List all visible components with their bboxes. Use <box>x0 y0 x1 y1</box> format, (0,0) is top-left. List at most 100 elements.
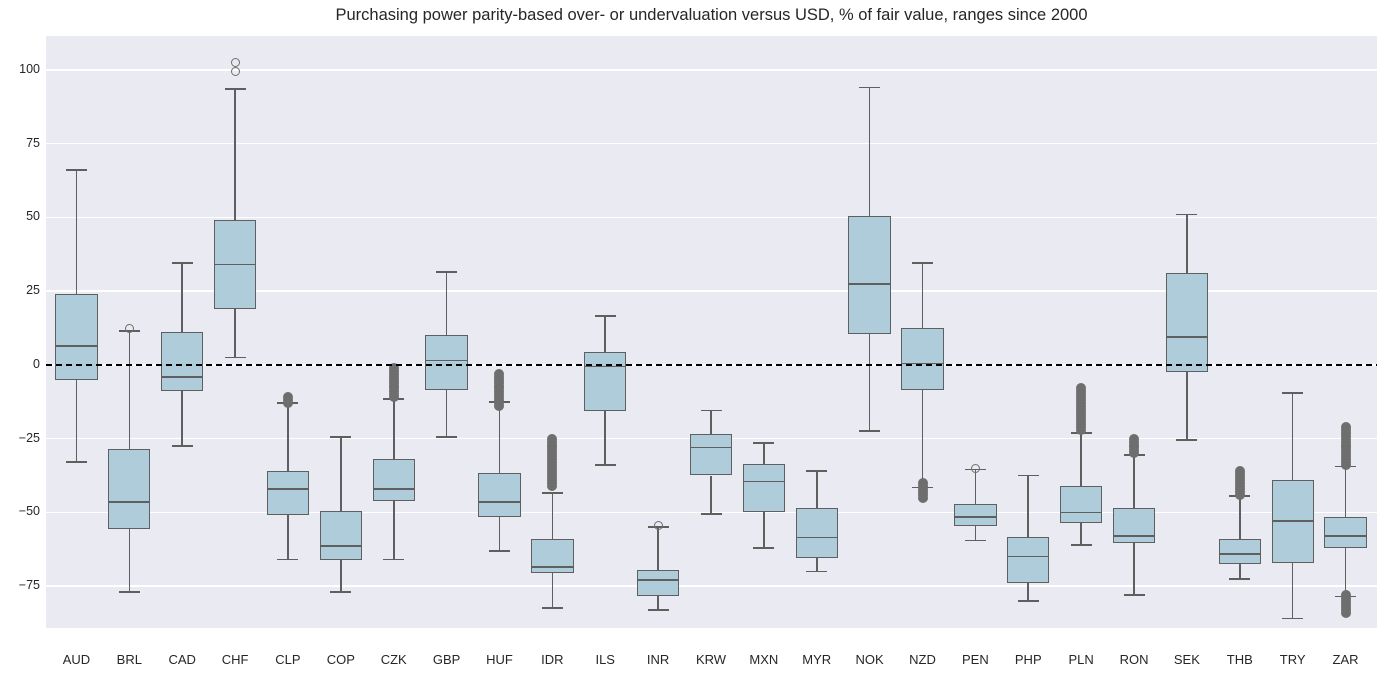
outlier-point <box>230 58 240 68</box>
whisker-lower <box>1027 583 1030 601</box>
median-line <box>1324 535 1367 537</box>
whisker-cap-lower <box>1017 600 1039 602</box>
gridline <box>46 69 1377 71</box>
whisker-upper <box>1080 432 1082 486</box>
median-line <box>213 263 257 266</box>
y-tick-label: 25 <box>26 283 40 298</box>
iqr-box <box>1218 538 1261 564</box>
whisker-upper <box>340 437 342 511</box>
iqr-box <box>584 351 627 411</box>
outlier-point <box>547 480 558 491</box>
y-tick-label: −25 <box>18 430 40 445</box>
gridline <box>46 142 1377 145</box>
iqr-box <box>55 294 98 380</box>
whisker-cap-upper <box>700 409 722 412</box>
median-line <box>1007 555 1050 558</box>
outlier-point <box>1340 460 1351 471</box>
median-line <box>1112 535 1156 537</box>
whisker-cap-upper <box>753 442 775 444</box>
whisker-lower <box>445 389 448 438</box>
iqr-box <box>848 215 891 334</box>
whisker-upper <box>657 527 659 570</box>
median-line <box>901 362 944 365</box>
median-line <box>425 359 468 362</box>
x-tick-label-COP: COP <box>326 652 355 667</box>
median-line <box>478 501 521 503</box>
iqr-box <box>1324 516 1367 548</box>
iqr-box <box>742 463 786 513</box>
whisker-cap-upper <box>1282 392 1304 394</box>
whisker-cap-upper <box>1017 474 1039 477</box>
whisker-upper <box>974 469 977 504</box>
whisker-upper <box>604 316 607 352</box>
x-tick-label-AUD: AUD <box>62 652 91 667</box>
iqr-box <box>372 459 415 501</box>
whisker-upper <box>234 89 236 221</box>
whisker-cap-lower <box>859 430 881 433</box>
whisker-upper <box>868 87 871 216</box>
whisker-upper <box>710 410 712 435</box>
gridline <box>46 216 1377 219</box>
whisker-cap-upper <box>224 88 246 90</box>
x-tick-label-PHP: PHP <box>1014 652 1042 667</box>
median-line <box>954 515 997 518</box>
whisker-lower <box>1344 547 1347 597</box>
whisker-upper <box>1291 392 1294 480</box>
median-line <box>848 282 891 285</box>
x-tick-label-MXN: MXN <box>749 652 779 667</box>
outlier-point <box>1340 607 1351 618</box>
whisker-upper <box>551 493 554 539</box>
iqr-box <box>108 448 151 529</box>
y-tick-label: −75 <box>18 578 40 593</box>
whisker-upper <box>1027 475 1030 538</box>
whisker-cap-upper <box>171 262 193 264</box>
whisker-lower <box>340 559 342 592</box>
whisker-lower <box>1133 543 1135 595</box>
whisker-cap-lower <box>65 461 87 464</box>
median-line <box>55 344 98 347</box>
whisker-upper <box>287 403 289 472</box>
iqr-box <box>901 328 944 390</box>
whisker-lower <box>763 512 765 548</box>
outlier-point <box>230 66 240 76</box>
whisker-cap-upper <box>1176 213 1198 216</box>
whisker-upper <box>1133 454 1135 508</box>
outlier-point <box>388 392 399 403</box>
y-tick-label: 0 <box>33 356 40 371</box>
x-tick-label-PEN: PEN <box>962 652 989 667</box>
x-tick-label-GBP: GBP <box>432 652 461 667</box>
whisker-lower <box>551 572 554 609</box>
whisker-lower <box>974 525 977 541</box>
whisker-cap-upper <box>330 436 352 438</box>
iqr-box <box>161 332 204 392</box>
outlier-point <box>494 401 505 412</box>
iqr-box <box>636 569 680 597</box>
iqr-box <box>954 503 997 526</box>
median-line <box>1060 511 1103 514</box>
x-tick-label-CLP: CLP <box>275 652 301 667</box>
x-tick-label-CHF: CHF <box>221 652 249 667</box>
x-tick-label-MYR: MYR <box>802 652 832 667</box>
whisker-cap-upper <box>436 271 458 273</box>
whisker-cap-lower <box>330 591 352 593</box>
x-tick-label-NOK: NOK <box>855 652 884 667</box>
whisker-cap-lower <box>277 558 299 561</box>
median-line <box>319 545 362 548</box>
outlier-point <box>282 398 293 409</box>
whisker-cap-lower <box>488 549 510 552</box>
whisker-cap-lower <box>541 607 563 610</box>
whisker-lower <box>710 475 712 514</box>
whisker-upper <box>815 471 818 508</box>
iqr-box <box>425 335 468 390</box>
iqr-box <box>1165 273 1209 373</box>
whisker-cap-lower <box>1070 544 1092 546</box>
whisker-upper <box>181 263 183 333</box>
gridline <box>46 585 1377 587</box>
whisker-lower <box>657 596 659 610</box>
y-tick-label: 100 <box>19 61 40 76</box>
whisker-upper <box>1344 466 1347 517</box>
whisker-upper <box>75 170 78 295</box>
outlier-point <box>1234 489 1245 500</box>
whisker-lower <box>234 308 236 358</box>
